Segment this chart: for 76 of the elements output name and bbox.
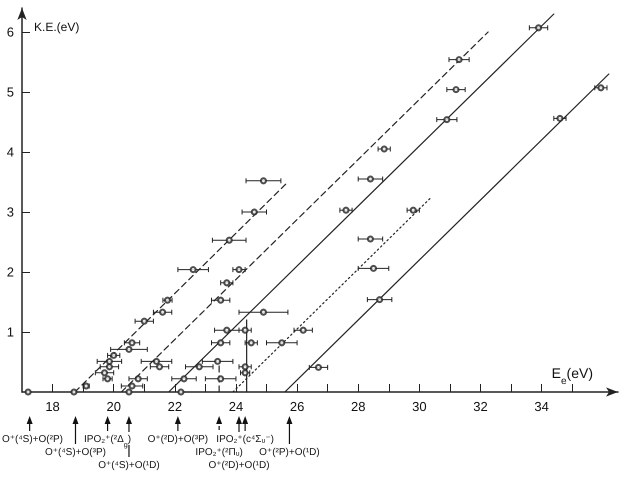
x-tick-label: 32 [473, 399, 488, 414]
point [164, 296, 171, 304]
point [342, 206, 350, 214]
ref-line-label: O⁺(²P)+O(¹D) [259, 447, 320, 458]
point [278, 339, 286, 346]
ref-line-label: O⁺(⁴S)+O(²P) [2, 434, 63, 445]
y-axis-title: K.E.(eV) [34, 20, 80, 34]
y-tick-label: 3 [6, 204, 14, 220]
y-tick-label: 6 [6, 24, 14, 40]
point [376, 296, 384, 304]
point [214, 358, 222, 365]
ref-line-label: IPO₂⁺(c⁴Σᵤ⁻) [216, 434, 274, 445]
point [106, 363, 113, 370]
point [217, 375, 224, 382]
ref-line-label: O⁺(⁴S)+O(¹D) [98, 460, 160, 471]
point [159, 308, 166, 316]
point [242, 363, 249, 370]
point [125, 346, 132, 353]
point [443, 116, 450, 124]
ref-line-label: IPO₂⁺(²Δ$_{g}$) [84, 434, 132, 448]
point [156, 363, 164, 370]
point [110, 352, 118, 359]
point [366, 236, 374, 242]
point [556, 114, 564, 122]
point [250, 208, 258, 216]
x-tick-label: 18 [45, 399, 60, 414]
y-tick-label: 5 [6, 84, 14, 100]
point [260, 308, 267, 316]
point [456, 56, 463, 64]
point [226, 236, 233, 244]
point [366, 176, 374, 182]
x-tick-label: 26 [290, 399, 304, 414]
ref-line-label: O⁺(²D)+O(¹D) [208, 460, 270, 471]
point [128, 339, 136, 346]
x-axis-title: E$_{e}$(eV) [552, 365, 593, 386]
x-tick-label: 30 [412, 399, 427, 414]
x-tick-label: 34 [534, 399, 549, 414]
point [106, 358, 113, 365]
point [597, 84, 604, 92]
point [140, 318, 148, 325]
y-tick-label: 4 [6, 144, 14, 160]
point [242, 326, 249, 334]
y-tick-label: 2 [6, 264, 14, 280]
x-tick-label: 20 [106, 399, 121, 414]
point [125, 388, 132, 396]
point [410, 206, 417, 214]
point [223, 326, 230, 334]
point [370, 264, 377, 272]
ref-line-label: IPO₂⁺(²Πᵤ) [195, 447, 243, 458]
point [248, 339, 255, 346]
point [217, 339, 224, 346]
point [380, 146, 388, 152]
x-tick-label: 22 [168, 399, 182, 414]
point [217, 296, 224, 304]
ref-line-label: O⁺(²D)+O(³P) [148, 434, 208, 445]
y-tick-label: 1 [6, 324, 14, 340]
point [452, 86, 460, 94]
point [300, 326, 307, 334]
x-tick-label: 28 [350, 399, 366, 414]
point [152, 358, 160, 365]
point [223, 279, 230, 286]
point [180, 375, 188, 382]
point [260, 177, 267, 184]
point [128, 382, 136, 390]
x-tick-label: 24 [228, 399, 244, 414]
point [190, 266, 197, 274]
point [101, 369, 108, 376]
point [134, 375, 142, 382]
point [196, 363, 203, 370]
point [535, 24, 542, 32]
point [70, 388, 78, 396]
point [314, 364, 322, 371]
point [236, 266, 243, 274]
ref-line-label: O⁺(⁴S)+O(³P) [45, 447, 106, 458]
point [177, 388, 184, 396]
point [24, 388, 32, 396]
